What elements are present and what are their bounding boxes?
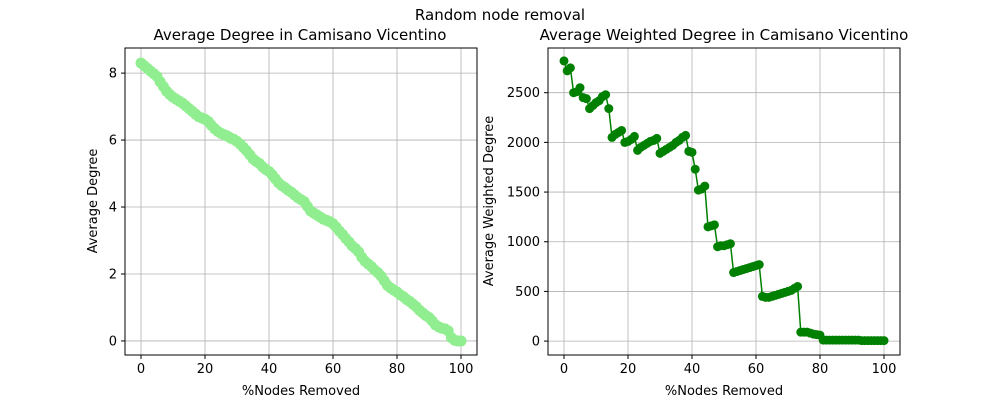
chart-right-data-point — [793, 281, 803, 291]
chart-left-xtick-label: 80 — [389, 362, 406, 377]
chart-right-ytick-label: 500 — [515, 285, 540, 300]
chart-left-yticks: 0 2 4 6 8 — [109, 67, 125, 349]
chart-right-data-point — [725, 239, 735, 249]
chart-right-data-point — [652, 133, 662, 143]
chart-left-ytick-label: 2 — [109, 267, 117, 282]
chart-right-yticks: 0 500 1000 1500 2000 2500 — [507, 86, 548, 350]
chart-right-xtick-label: 60 — [748, 362, 765, 377]
chart-left-grid — [125, 48, 477, 355]
chart-right-xlabel: %Nodes Removed — [665, 384, 783, 399]
chart-right-data-point — [700, 181, 710, 191]
chart-right-marks — [559, 56, 889, 346]
chart-right-data-point — [559, 56, 569, 66]
chart-left-xtick-label: 20 — [197, 362, 214, 377]
chart-left-xtick-label: 100 — [449, 362, 474, 377]
chart-right-xtick-label: 80 — [812, 362, 829, 377]
chart-right-data-point — [575, 83, 585, 93]
chart-left-ylabel: Average Degree — [86, 149, 101, 254]
chart-left-frame — [124, 47, 478, 356]
chart-left-xtick-label: 60 — [325, 362, 342, 377]
chart-right-frame — [547, 47, 901, 356]
chart-right-data-point — [687, 147, 697, 157]
chart-right-data-point — [709, 220, 719, 230]
chart-right-xtick-label: 0 — [560, 362, 568, 377]
figure-suptitle: Random node removal — [415, 6, 585, 24]
chart-right-ytick-label: 1000 — [507, 235, 540, 250]
chart-left-ytick-label: 0 — [109, 334, 117, 349]
chart-right-data-point — [629, 131, 639, 141]
chart-right-data-point — [879, 336, 889, 346]
chart-right-ytick-label: 0 — [532, 335, 540, 350]
chart-left-xtick-label: 0 — [137, 362, 145, 377]
chart-right-data-point — [690, 164, 700, 174]
chart-right: Average Weighted Degree in Camisano Vice… — [482, 26, 908, 399]
chart-right-ytick-label: 2500 — [507, 86, 540, 101]
chart-right-data-point — [604, 104, 614, 114]
chart-right-data-point — [581, 94, 591, 104]
chart-left-title: Average Degree in Camisano Vicentino — [154, 26, 447, 44]
chart-right-data-point — [565, 63, 575, 73]
chart-left-ytick-label: 6 — [109, 134, 117, 149]
chart-right-xtick-label: 40 — [684, 362, 701, 377]
chart-left-xtick-label: 40 — [261, 362, 278, 377]
chart-left-xticks: 0 20 40 60 80 100 — [137, 355, 474, 377]
chart-right-data-point — [681, 130, 691, 140]
chart-left-ytick-label: 4 — [109, 201, 117, 216]
chart-right-xtick-label: 20 — [620, 362, 637, 377]
chart-left: Average Degree in Camisano Vicentino 0 20… — [86, 26, 478, 399]
chart-right-ytick-label: 2000 — [507, 136, 540, 151]
chart-left-xlabel: %Nodes Removed — [242, 384, 360, 399]
chart-left-data-point — [455, 335, 467, 347]
chart-right-data-point — [754, 260, 764, 270]
chart-right-ylabel: Average Weighted Degree — [482, 116, 497, 287]
chart-right-title: Average Weighted Degree in Camisano Vice… — [540, 26, 909, 44]
chart-left-ytick-label: 8 — [109, 67, 117, 82]
chart-right-xticks: 0 20 40 60 80 100 — [560, 355, 897, 377]
chart-right-data-point — [617, 125, 627, 135]
chart-left-marks — [135, 57, 467, 347]
chart-right-data-point — [601, 90, 611, 100]
chart-right-ytick-label: 1500 — [507, 186, 540, 201]
chart-right-xtick-label: 100 — [872, 362, 897, 377]
